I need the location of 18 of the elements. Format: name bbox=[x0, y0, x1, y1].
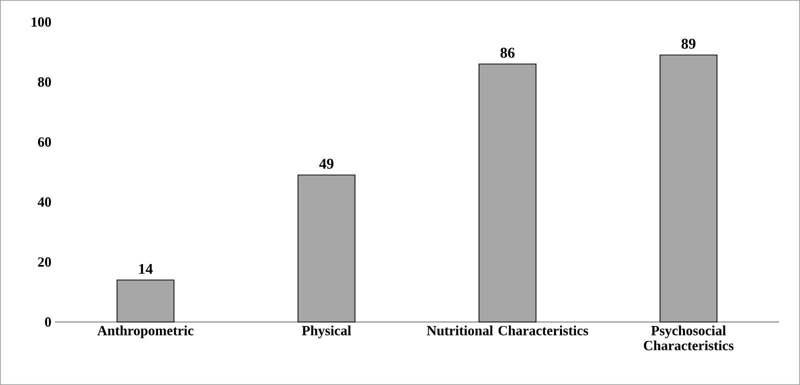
bar bbox=[478, 64, 536, 322]
data-label: 89 bbox=[682, 38, 696, 49]
y-tick-label: 40 bbox=[38, 197, 51, 207]
y-tick-label: 20 bbox=[38, 257, 51, 267]
x-tick-label: Anthropometric bbox=[97, 326, 194, 338]
data-label: 49 bbox=[319, 158, 334, 169]
y-tick-label: 0 bbox=[45, 317, 51, 327]
y-tick-label: 60 bbox=[38, 137, 51, 147]
bar bbox=[660, 54, 718, 322]
data-label: 86 bbox=[500, 48, 515, 58]
bar bbox=[116, 280, 174, 322]
data-label: 14 bbox=[139, 264, 153, 274]
y-tick-label: 80 bbox=[38, 77, 51, 87]
y-tick-label: 100 bbox=[32, 17, 51, 27]
bar bbox=[298, 174, 356, 322]
x-tick-label: Physical bbox=[302, 326, 352, 338]
x-tick-label: Psychosocial Characteristics bbox=[644, 326, 734, 350]
x-tick-label: Nutritional Characteristics bbox=[426, 326, 588, 336]
